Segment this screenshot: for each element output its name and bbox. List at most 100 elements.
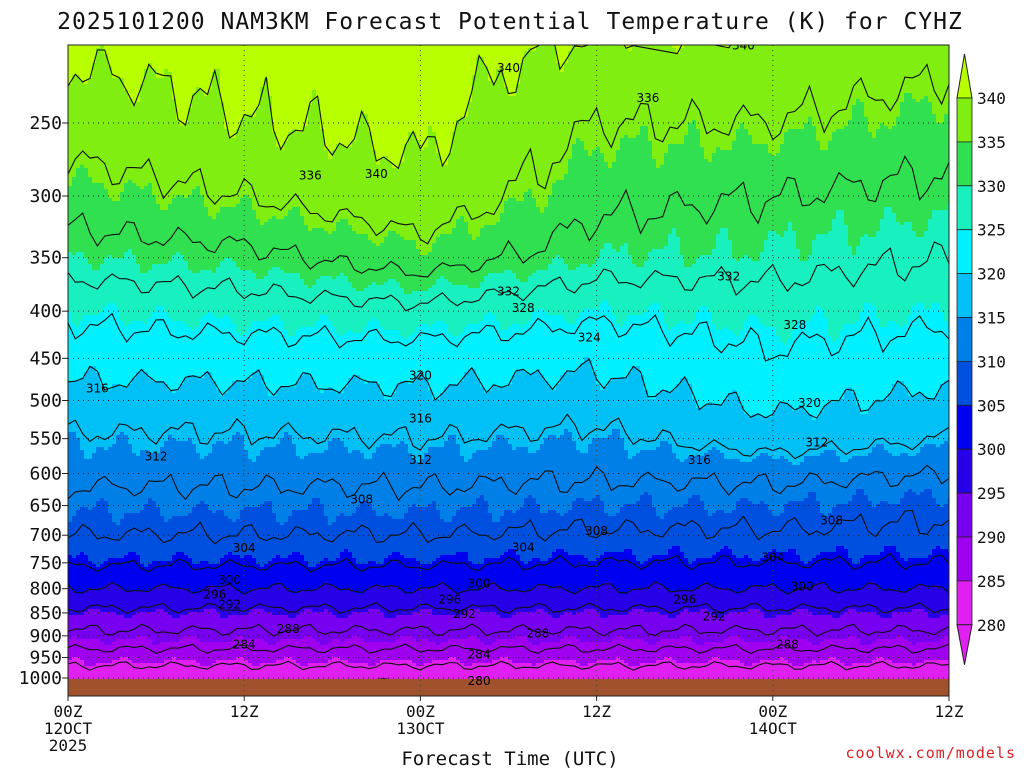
fill-cell <box>104 45 109 49</box>
fill-cell <box>304 90 309 94</box>
fill-cell <box>196 96 201 100</box>
fill-cell <box>588 48 593 52</box>
fill-cell <box>524 102 529 106</box>
fill-cell <box>904 102 909 106</box>
fill-cell <box>772 54 777 58</box>
fill-cell <box>376 60 381 64</box>
fill-cell <box>900 51 905 55</box>
fill-cell <box>676 99 681 103</box>
fill-cell <box>216 63 221 67</box>
fill-cell <box>632 72 637 76</box>
fill-cell <box>600 63 605 67</box>
fill-cell <box>580 96 585 100</box>
fill-cell <box>872 93 877 97</box>
fill-cell <box>704 93 709 97</box>
fill-cell <box>272 66 277 70</box>
fill-cell <box>532 93 537 97</box>
fill-cell <box>452 60 457 64</box>
fill-cell <box>220 90 225 94</box>
fill-cell <box>456 81 461 85</box>
fill-cell <box>804 69 809 73</box>
fill-cell <box>500 48 505 52</box>
fill-cell <box>300 72 305 76</box>
fill-cell <box>80 54 85 58</box>
fill-cell <box>604 96 609 100</box>
fill-cell <box>296 78 301 82</box>
fill-cell <box>304 45 309 49</box>
fill-cell <box>76 72 81 76</box>
fill-cell <box>552 66 557 70</box>
fill-cell <box>680 75 685 79</box>
fill-cell <box>512 75 517 79</box>
fill-cell <box>680 45 685 49</box>
fill-cell <box>816 99 821 103</box>
fill-cell <box>728 93 733 97</box>
fill-cell <box>748 78 753 82</box>
fill-cell <box>676 57 681 61</box>
fill-cell <box>144 60 149 64</box>
fill-cell <box>132 60 137 64</box>
fill-cell <box>332 72 337 76</box>
fill-cell <box>280 48 285 52</box>
fill-cell <box>364 87 369 91</box>
fill-cell <box>896 102 901 106</box>
fill-cell <box>92 108 97 112</box>
fill-cell <box>344 111 349 115</box>
fill-cell <box>604 51 609 55</box>
fill-cell <box>628 84 633 88</box>
fill-cell <box>244 69 249 73</box>
fill-cell <box>444 51 449 55</box>
fill-cell <box>632 99 637 103</box>
fill-cell <box>808 60 813 64</box>
fill-cell <box>828 60 833 64</box>
fill-cell <box>876 87 881 91</box>
fill-cell <box>800 54 805 58</box>
fill-cell <box>576 69 581 73</box>
fill-cell <box>916 69 921 73</box>
fill-cell <box>128 102 133 106</box>
fill-cell <box>188 45 193 49</box>
fill-cell <box>140 111 145 115</box>
fill-cell <box>916 108 921 112</box>
fill-cell <box>908 87 913 91</box>
fill-cell <box>408 60 413 64</box>
fill-cell <box>592 75 597 79</box>
fill-cell <box>368 81 373 85</box>
fill-cell <box>924 90 929 94</box>
fill-cell <box>748 60 753 64</box>
fill-cell <box>292 90 297 94</box>
fill-cell <box>660 78 665 82</box>
fill-cell <box>148 60 153 64</box>
fill-cell <box>288 75 293 79</box>
fill-cell <box>116 45 121 49</box>
fill-cell <box>824 84 829 88</box>
fill-cell <box>568 78 573 82</box>
fill-cell <box>256 48 261 52</box>
fill-cell <box>748 48 753 52</box>
fill-cell <box>880 48 885 52</box>
fill-cell <box>520 66 525 70</box>
fill-cell <box>184 93 189 97</box>
fill-cell <box>260 48 265 52</box>
fill-cell <box>368 105 373 109</box>
fill-cell <box>260 111 265 115</box>
fill-cell <box>276 66 281 70</box>
fill-cell <box>780 72 785 76</box>
fill-cell <box>68 93 73 97</box>
fill-cell <box>332 99 337 103</box>
fill-cell <box>888 84 893 88</box>
fill-cell <box>552 81 557 85</box>
fill-cell <box>856 60 861 64</box>
fill-cell <box>612 75 617 79</box>
fill-cell <box>376 99 381 103</box>
fill-cell <box>640 78 645 82</box>
fill-cell <box>864 72 869 76</box>
fill-cell <box>260 57 265 61</box>
fill-cell <box>476 63 481 67</box>
fill-cell <box>736 69 741 73</box>
fill-cell <box>700 90 705 94</box>
fill-cell <box>224 48 229 52</box>
fill-cell <box>680 102 685 106</box>
fill-cell <box>360 45 365 49</box>
fill-cell <box>432 66 437 70</box>
